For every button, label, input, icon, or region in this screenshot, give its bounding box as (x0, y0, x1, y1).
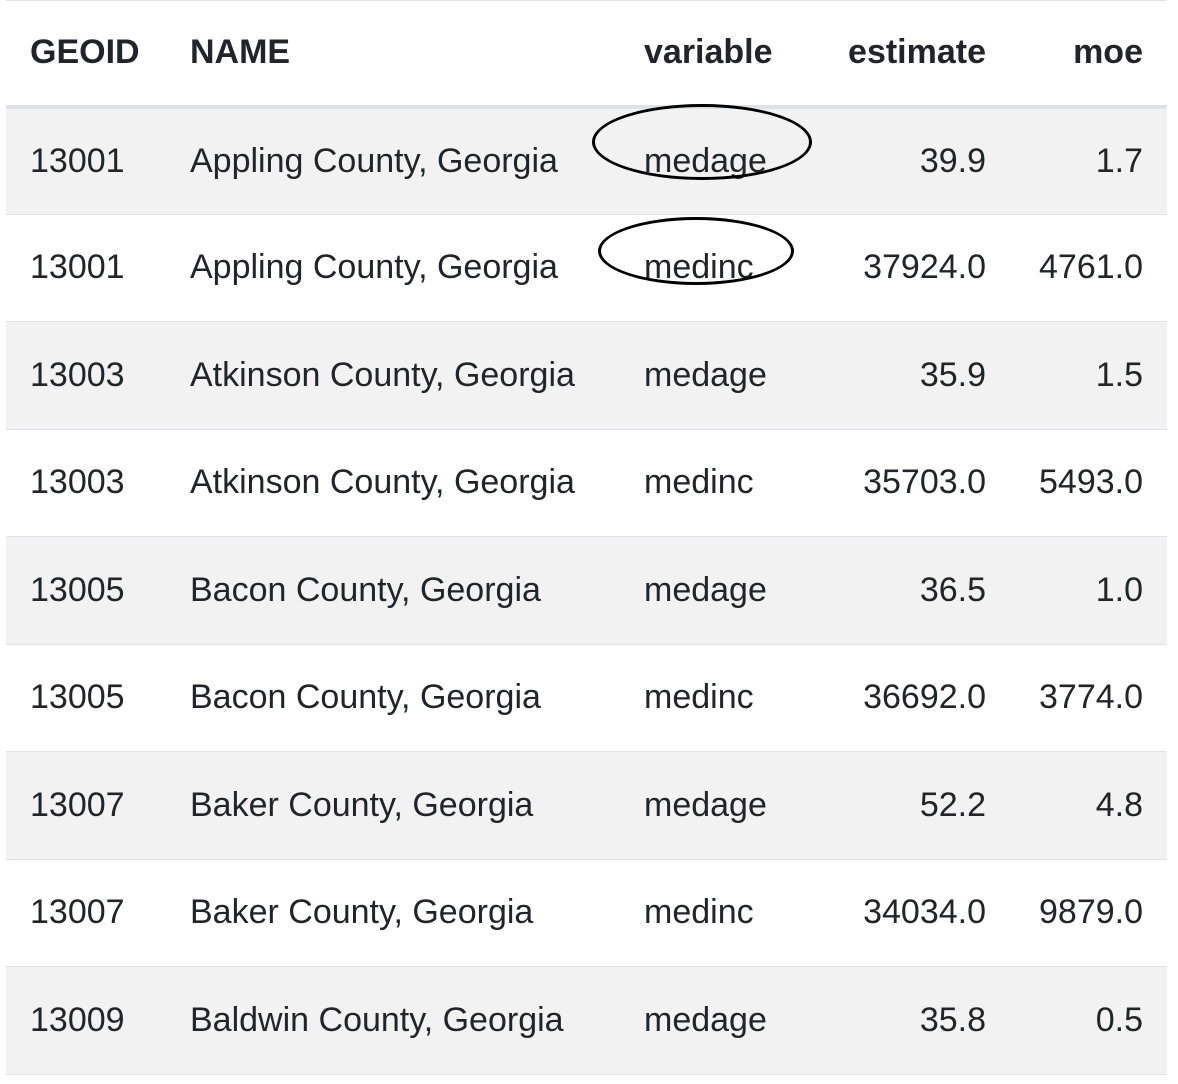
table-row: 13001 Appling County, Georgia medage 39.9 1.… (6, 103, 1167, 214)
table-row: 13003 Atkinson County, Georgia medinc 35703… (6, 428, 1167, 537)
cell-variable: medage (592, 103, 829, 214)
column-header-moe: moe (986, 0, 1167, 109)
cell-estimate: 36.5 (829, 536, 986, 644)
cell-geoid: 13003 (6, 428, 190, 537)
cell-estimate: 35703.0 (829, 428, 986, 537)
variable-text: medinc (644, 678, 754, 717)
cell-name: Appling County, Georgia (190, 213, 644, 322)
cell-geoid: 13005 (6, 536, 190, 644)
table-row: 13005 Bacon County, Georgia medinc 36692.0 3… (6, 643, 1167, 752)
table-row: 13005 Bacon County, Georgia medage 36.5 1.0 (6, 536, 1167, 644)
variable-text: medage (644, 355, 767, 394)
cell-moe: 1.5 (986, 321, 1167, 429)
cell-moe: 4.8 (986, 751, 1167, 859)
variable-value: medage (644, 1001, 767, 1040)
cell-geoid: 13001 (6, 106, 190, 214)
variable-text: medage (644, 570, 767, 609)
cell-variable: medinc (644, 428, 829, 537)
cell-name: Atkinson County, Georgia (190, 428, 644, 537)
table-row: 13001 Appling County, Georgia medinc 37924.… (6, 213, 1167, 322)
cell-name: Bacon County, Georgia (190, 643, 644, 752)
variable-text: medage (644, 1000, 767, 1039)
cell-geoid: 13005 (6, 643, 190, 752)
column-header-estimate: estimate (829, 0, 986, 109)
cell-name: Bacon County, Georgia (190, 536, 644, 644)
cell-variable: medinc (598, 213, 829, 322)
variable-text: medinc (644, 248, 754, 287)
table-header: GEOID NAME variable estimate moe (6, 0, 1167, 109)
cell-name: Baker County, Georgia (190, 858, 644, 967)
cell-geoid: 13009 (6, 966, 190, 1075)
variable-value: medage (644, 786, 767, 825)
data-table-container: GEOID NAME variable estimate moe 13001 Ap… (6, 0, 1167, 1075)
cell-geoid: 13001 (6, 213, 190, 322)
data-table: GEOID NAME variable estimate moe 13001 Ap… (6, 0, 1167, 1075)
cell-estimate: 39.9 (829, 106, 986, 214)
cell-moe: 1.7 (986, 106, 1167, 214)
variable-value: medinc (598, 217, 794, 287)
variable-text: medage (644, 785, 767, 824)
cell-variable: medage (644, 536, 829, 644)
cell-variable: medinc (644, 858, 829, 967)
cell-moe: 3774.0 (986, 643, 1167, 752)
variable-value: medinc (644, 678, 754, 717)
cell-moe: 9879.0 (986, 858, 1167, 967)
cell-estimate: 35.9 (829, 321, 986, 429)
column-header-name: NAME (190, 0, 644, 109)
variable-value: medage (644, 356, 767, 395)
cell-estimate: 37924.0 (829, 213, 986, 322)
table-body: 13001 Appling County, Georgia medage 39.9 1.… (6, 103, 1167, 1075)
table-row: 13003 Atkinson County, Georgia medage 35.9 1… (6, 321, 1167, 429)
cell-moe: 4761.0 (986, 213, 1167, 322)
cell-variable: medage (644, 966, 829, 1075)
cell-variable: medage (644, 751, 829, 859)
header-row: GEOID NAME variable estimate moe (6, 0, 1167, 109)
cell-variable: medinc (644, 643, 829, 752)
cell-estimate: 52.2 (829, 751, 986, 859)
variable-value: medage (592, 103, 812, 181)
variable-value: medage (644, 571, 767, 610)
cell-moe: 1.0 (986, 536, 1167, 644)
variable-value: medinc (644, 463, 754, 502)
cell-moe: 5493.0 (986, 428, 1167, 537)
table-row: 13009 Baldwin County, Georgia medage 35.8 0.… (6, 966, 1167, 1075)
cell-variable: medage (644, 321, 829, 429)
table-row: 13007 Baker County, Georgia medage 52.2 4.8 (6, 751, 1167, 859)
table-row: 13007 Baker County, Georgia medinc 34034.0 9… (6, 858, 1167, 967)
cell-estimate: 36692.0 (829, 643, 986, 752)
cell-geoid: 13007 (6, 858, 190, 967)
cell-estimate: 34034.0 (829, 858, 986, 967)
cell-name: Atkinson County, Georgia (190, 321, 644, 429)
cell-geoid: 13007 (6, 751, 190, 859)
cell-estimate: 35.8 (829, 966, 986, 1075)
variable-text: medage (644, 141, 767, 180)
variable-value: medinc (644, 893, 754, 932)
cell-name: Baker County, Georgia (190, 751, 644, 859)
column-header-variable: variable (644, 0, 829, 109)
cell-name: Baldwin County, Georgia (190, 966, 644, 1075)
variable-text: medinc (644, 893, 754, 932)
cell-geoid: 13003 (6, 321, 190, 429)
cell-name: Appling County, Georgia (190, 106, 644, 214)
column-header-geoid: GEOID (6, 0, 190, 109)
variable-text: medinc (644, 463, 754, 502)
cell-moe: 0.5 (986, 966, 1167, 1075)
